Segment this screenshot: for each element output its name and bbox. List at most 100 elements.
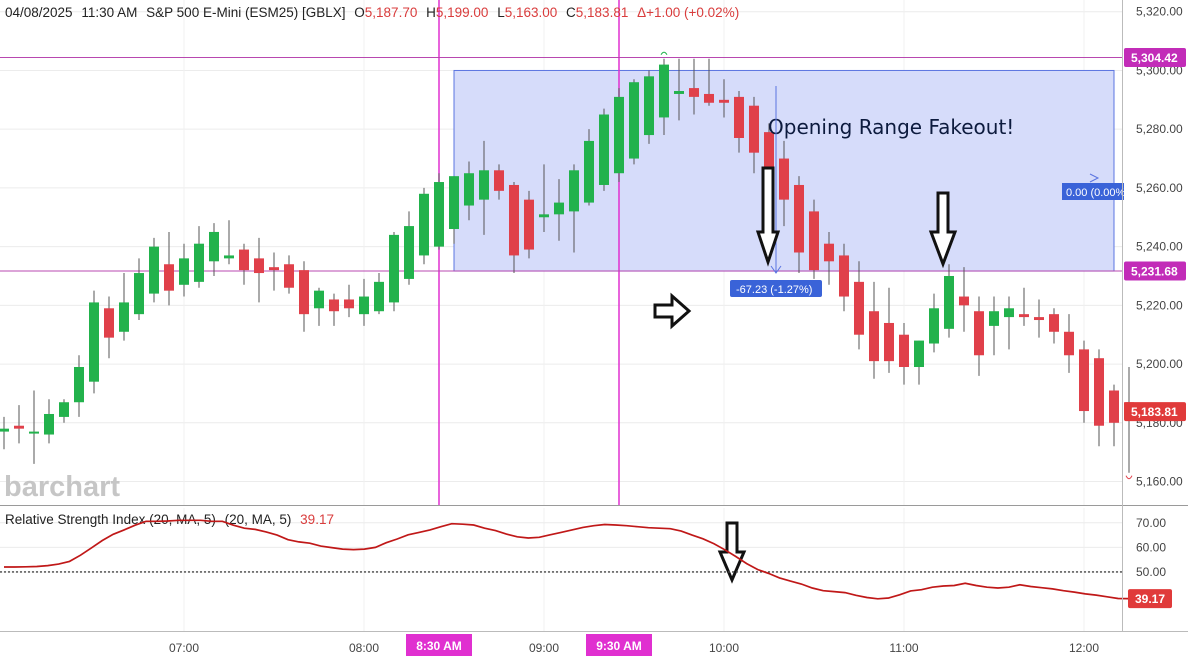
candle-body [854,281,864,335]
rsi-line [4,519,1130,600]
candle-body [1094,358,1104,426]
measure-arrowhead-icon [770,265,782,274]
candle-body [779,158,789,200]
candle-body [314,290,324,309]
price-tag-range-low-text: 5,231.68 [1131,265,1178,279]
candle-body [599,114,609,185]
rsi-tick-label: 70.00 [1136,516,1166,530]
header-symbol: S&P 500 E-Mini (ESM25) [GBLX] [146,5,345,20]
candle-body [419,193,429,256]
candle-body [164,264,174,291]
candle-body [749,105,759,153]
barchart-watermark: barchart [4,471,120,503]
candle-body [284,264,294,288]
header-change: Δ+1.00 (+0.02%) [637,5,739,20]
header-open-value: 5,187.70 [365,5,418,20]
rsi-tick-label: 50.00 [1136,565,1166,579]
candle-body [614,96,624,174]
header-close-label: C [566,5,576,20]
down-arrow-icon [717,521,747,584]
price-tick-label: 5,160.00 [1136,475,1183,489]
rsi-tick-label: 60.00 [1136,540,1166,554]
down-arrow-icon [755,166,781,267]
candle-body [479,170,489,200]
candle-body [689,88,699,97]
candle-body [719,99,729,103]
candle-body [989,311,999,326]
candle-body [959,296,969,306]
candle-body [899,334,909,368]
candle-body [674,91,684,94]
candle-body [869,311,879,362]
candle-body [509,184,519,256]
candle-body [224,255,234,259]
measure-label-box [730,280,822,297]
candle-body [269,267,279,271]
time-tick-label: 09:00 [529,641,559,655]
header-open-label: O [354,5,365,20]
price-tag-range-high: 5,304.42 [1124,47,1186,67]
candle-body [464,173,474,206]
candle-body [554,202,564,215]
candle-body [329,299,339,312]
rsi-header: Relative Strength Index (20, MA, 5) (20,… [5,512,334,527]
candle-body [374,281,384,312]
price-tag-range-low: 5,231.68 [1124,261,1186,281]
candle-body [734,96,744,138]
candle-body [149,246,159,294]
candle-body [794,184,804,253]
price-tick-label: 5,200.00 [1136,357,1183,371]
candle-body [1019,314,1029,318]
candle-body [1034,317,1044,321]
candle-body [1004,308,1014,318]
rsi-label: Relative Strength Index (20, MA, 5) [5,512,216,527]
fakeout-title: Opening Range Fakeout! [768,115,1014,139]
price-tick-label: 5,240.00 [1136,240,1183,254]
candle-body [629,82,639,159]
price-tick-label: 5,260.00 [1136,181,1183,195]
rsi-params: (20, MA, 5) [225,512,292,527]
candle-body [14,425,24,429]
candle-body [344,299,354,309]
grid [0,0,1122,631]
candle-body [179,258,189,285]
candle-body [1079,349,1089,412]
price-tick-label: 5,220.00 [1136,298,1183,312]
measure-label: -67.23 (-1.27%) [736,284,812,296]
candle-body [764,132,774,183]
candle-body [194,243,204,282]
right-arrow-icon [653,292,692,330]
header-low-label: L [497,5,505,20]
price-axis: 5,320.005,300.005,280.005,260.005,240.00… [1136,5,1183,489]
candle-body [89,302,99,382]
candle-body [389,234,399,303]
candle-body [449,176,459,230]
candle-body [974,311,984,356]
candle-body [659,64,669,118]
measure-right-label: 0.00 (0.00%) [1066,187,1129,199]
high-marker-icon [660,51,668,55]
candle-body [134,273,144,315]
time-tick-label: 07:00 [169,641,199,655]
candle-body [404,226,414,279]
candle-body [119,302,129,332]
candle-body [254,258,264,274]
chevron-right-icon [1089,173,1100,183]
candle-body [569,170,579,212]
measure-right-box [1062,183,1124,200]
candle-body [824,243,834,262]
candle-body [209,231,219,262]
header-low-value: 5,163.00 [505,5,558,20]
candle-body [0,428,9,432]
header-date: 04/08/2025 [5,5,73,20]
session-tag-0930-text: 9:30 AM [596,639,642,653]
time-tick-label: 11:00 [889,641,918,655]
candle-body [44,413,54,435]
rsi-tag-text: 39.17 [1135,592,1165,606]
session-tag-0830-text: 8:30 AM [416,639,462,653]
candle-body [584,140,594,203]
candle-body [524,199,534,250]
candle-body [359,296,369,315]
candle-body [29,431,39,434]
